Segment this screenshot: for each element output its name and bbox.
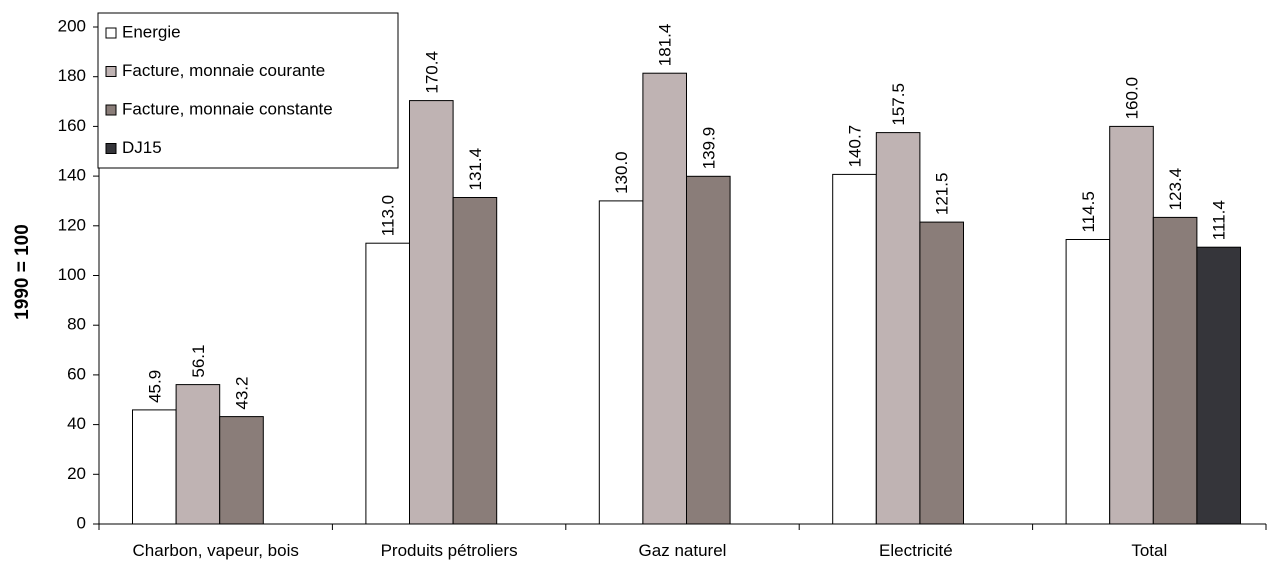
bars-layer bbox=[132, 72, 1242, 525]
data-label-1-1: 170.4 bbox=[422, 51, 441, 94]
data-label-1-3: 157.5 bbox=[889, 83, 908, 126]
bar-1-2 bbox=[642, 72, 688, 525]
legend-swatch-3 bbox=[105, 143, 117, 154]
legend-swatch-2 bbox=[105, 104, 117, 116]
x-tick-label-4: Total bbox=[1131, 541, 1167, 560]
data-label-0-3: 140.7 bbox=[846, 125, 865, 168]
data-label-1-0: 56.1 bbox=[189, 345, 208, 378]
bar-0-2 bbox=[598, 200, 644, 525]
y-tick-label-160: 160 bbox=[58, 116, 86, 135]
x-tick-label-0: Charbon, vapeur, bois bbox=[133, 541, 299, 560]
bar-3-4 bbox=[1196, 246, 1242, 525]
legend-label-3: DJ15 bbox=[122, 138, 162, 157]
y-tick-label-100: 100 bbox=[58, 265, 86, 284]
bar-1-0 bbox=[175, 384, 221, 525]
data-label-2-4: 123.4 bbox=[1166, 168, 1185, 211]
y-tick-label-0: 0 bbox=[77, 513, 86, 532]
bar-2-4 bbox=[1152, 216, 1198, 525]
legend-label-0: Energie bbox=[122, 22, 181, 41]
y-tick-label-180: 180 bbox=[58, 66, 86, 85]
bar-0-3 bbox=[832, 173, 877, 525]
data-label-0-1: 113.0 bbox=[379, 195, 398, 236]
bar-0-1 bbox=[365, 242, 410, 525]
y-tick-label-40: 40 bbox=[67, 414, 86, 433]
data-label-3-4: 111.4 bbox=[1210, 200, 1229, 240]
y-tick-label-20: 20 bbox=[67, 464, 86, 483]
data-label-2-0: 43.2 bbox=[233, 377, 252, 410]
x-tick-label-2: Gaz naturel bbox=[639, 541, 727, 560]
x-tick-label-3: Electricité bbox=[879, 541, 953, 560]
y-tick-label-200: 200 bbox=[58, 16, 86, 35]
data-label-0-0: 45.9 bbox=[145, 370, 164, 403]
legend-label-2: Facture, monnaie constante bbox=[122, 99, 333, 118]
bar-2-3 bbox=[919, 221, 965, 525]
data-label-2-2: 139.9 bbox=[699, 127, 718, 170]
legend-swatch-1 bbox=[105, 66, 117, 77]
x-tick-label-1: Produits pétroliers bbox=[381, 541, 518, 560]
data-label-2-3: 121.5 bbox=[933, 173, 952, 216]
data-label-0-2: 130.0 bbox=[612, 151, 631, 194]
bar-2-1 bbox=[452, 197, 498, 525]
bar-1-4 bbox=[1109, 125, 1154, 525]
legend-swatch-0 bbox=[105, 27, 117, 39]
y-tick-label-80: 80 bbox=[67, 315, 86, 334]
legend-label-1: Facture, monnaie courante bbox=[122, 61, 325, 80]
data-label-0-4: 114.5 bbox=[1079, 191, 1098, 232]
y-tick-label-140: 140 bbox=[58, 166, 86, 185]
bar-1-1 bbox=[409, 100, 454, 525]
bar-0-4 bbox=[1065, 239, 1111, 525]
data-label-1-4: 160.0 bbox=[1123, 77, 1142, 120]
bar-1-3 bbox=[875, 132, 921, 525]
bar-0-0 bbox=[132, 409, 177, 525]
y-tick-label-120: 120 bbox=[58, 215, 86, 234]
y-tick-label-60: 60 bbox=[67, 364, 86, 383]
bar-2-2 bbox=[686, 175, 731, 525]
axes-layer: 0 20 40 60 80 100 120 140 160 180 200 Charbon, vape… bbox=[58, 16, 1267, 560]
data-label-1-2: 181.4 bbox=[656, 24, 675, 67]
data-labels-layer: 45.9 113.0 130.0 140.7 114.5 56.1 170.4 181.4 15… bbox=[145, 24, 1228, 410]
bar-2-0 bbox=[219, 416, 264, 525]
y-axis-label: 1990 = 100 bbox=[12, 224, 33, 320]
data-label-2-1: 131.4 bbox=[466, 148, 485, 191]
legend-box bbox=[97, 12, 399, 169]
legend: Energie Facture, monnaie courante Facture,… bbox=[97, 12, 399, 169]
